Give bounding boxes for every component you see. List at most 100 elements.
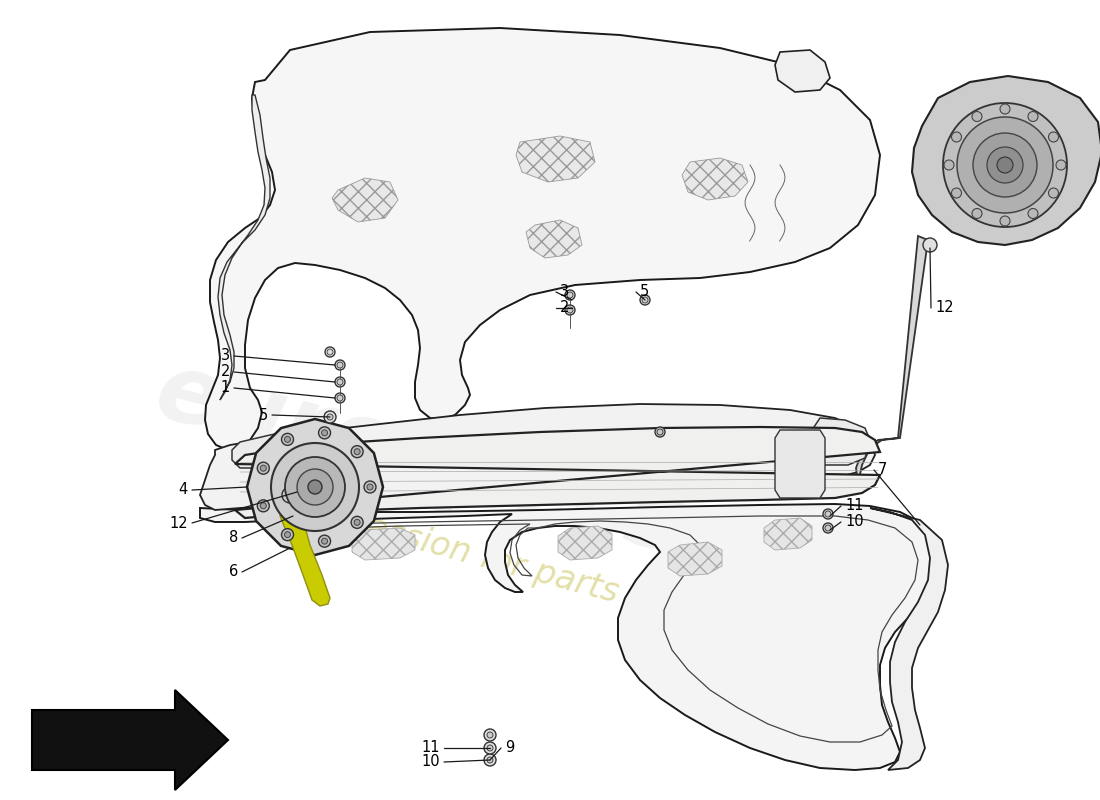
Polygon shape — [235, 427, 880, 518]
Polygon shape — [870, 508, 948, 770]
Circle shape — [336, 377, 345, 387]
Circle shape — [351, 446, 363, 458]
Circle shape — [997, 157, 1013, 173]
Circle shape — [566, 307, 573, 313]
Circle shape — [321, 430, 328, 436]
Circle shape — [1028, 111, 1038, 122]
Text: 10: 10 — [845, 514, 864, 530]
Circle shape — [308, 480, 322, 494]
Circle shape — [972, 209, 982, 218]
Circle shape — [657, 429, 663, 435]
Polygon shape — [218, 95, 270, 400]
Circle shape — [923, 238, 937, 252]
Circle shape — [336, 393, 345, 403]
Polygon shape — [516, 136, 595, 182]
Text: eurospecs: eurospecs — [146, 346, 694, 574]
Circle shape — [957, 117, 1053, 213]
Polygon shape — [332, 178, 398, 222]
Polygon shape — [32, 690, 228, 790]
Circle shape — [972, 111, 982, 122]
Circle shape — [565, 305, 575, 315]
Polygon shape — [200, 404, 874, 510]
Circle shape — [1056, 160, 1066, 170]
Circle shape — [823, 509, 833, 519]
Circle shape — [825, 511, 830, 517]
Circle shape — [261, 465, 266, 471]
Circle shape — [484, 742, 496, 754]
Circle shape — [1028, 209, 1038, 218]
Text: 4: 4 — [178, 482, 188, 498]
Circle shape — [640, 295, 650, 305]
Circle shape — [1000, 216, 1010, 226]
Text: 11: 11 — [421, 741, 440, 755]
Circle shape — [319, 427, 331, 439]
Circle shape — [654, 427, 666, 437]
Polygon shape — [352, 528, 415, 560]
Text: 5: 5 — [258, 407, 268, 422]
Circle shape — [987, 147, 1023, 183]
Polygon shape — [776, 50, 830, 92]
Polygon shape — [232, 430, 300, 468]
Polygon shape — [776, 430, 825, 498]
Circle shape — [1048, 188, 1058, 198]
Text: 1: 1 — [221, 381, 230, 395]
Circle shape — [367, 484, 373, 490]
Polygon shape — [856, 236, 928, 484]
Circle shape — [337, 379, 343, 385]
Circle shape — [324, 347, 336, 357]
Polygon shape — [682, 158, 748, 200]
Circle shape — [257, 462, 270, 474]
Circle shape — [282, 529, 294, 541]
Text: 2: 2 — [560, 301, 570, 315]
Circle shape — [327, 414, 333, 420]
Circle shape — [354, 519, 360, 526]
Circle shape — [282, 487, 298, 503]
Circle shape — [321, 538, 328, 544]
Circle shape — [337, 395, 343, 401]
Circle shape — [327, 349, 333, 355]
Text: 12: 12 — [169, 515, 188, 530]
Circle shape — [484, 729, 496, 741]
Text: 10: 10 — [421, 754, 440, 770]
Circle shape — [285, 436, 290, 442]
Text: 3: 3 — [221, 349, 230, 363]
Polygon shape — [558, 526, 612, 560]
Circle shape — [297, 469, 333, 505]
Text: 6: 6 — [229, 565, 238, 579]
Circle shape — [825, 525, 830, 531]
Text: 12: 12 — [935, 301, 954, 315]
Circle shape — [285, 457, 345, 517]
Circle shape — [351, 516, 363, 528]
Circle shape — [565, 290, 575, 300]
Circle shape — [364, 481, 376, 493]
Text: 3: 3 — [560, 285, 569, 299]
Text: a passion for parts since 1: a passion for parts since 1 — [314, 497, 747, 643]
Text: 2: 2 — [221, 365, 230, 379]
Polygon shape — [810, 418, 870, 465]
Circle shape — [324, 411, 336, 423]
Circle shape — [1000, 104, 1010, 114]
Text: 7: 7 — [878, 462, 888, 478]
Circle shape — [944, 160, 954, 170]
Circle shape — [952, 132, 961, 142]
Circle shape — [282, 434, 294, 446]
Text: 11: 11 — [845, 498, 864, 514]
Circle shape — [487, 757, 493, 763]
Circle shape — [354, 449, 360, 454]
Circle shape — [642, 297, 648, 303]
Circle shape — [319, 535, 331, 547]
Circle shape — [285, 532, 290, 538]
Circle shape — [974, 133, 1037, 197]
Text: 9: 9 — [505, 741, 515, 755]
Circle shape — [1048, 132, 1058, 142]
Polygon shape — [668, 542, 722, 576]
Circle shape — [566, 292, 573, 298]
Polygon shape — [200, 504, 935, 770]
Polygon shape — [912, 76, 1100, 245]
Polygon shape — [280, 508, 330, 606]
Polygon shape — [205, 28, 880, 450]
Circle shape — [952, 188, 961, 198]
Circle shape — [487, 745, 493, 751]
Circle shape — [337, 362, 343, 368]
Circle shape — [823, 523, 833, 533]
